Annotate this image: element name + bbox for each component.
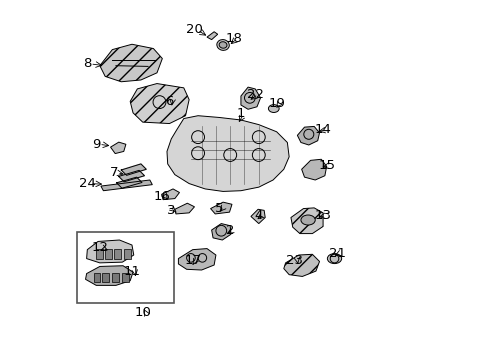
Polygon shape	[250, 209, 264, 224]
Text: 20: 20	[185, 23, 203, 36]
Text: 12: 12	[91, 241, 108, 255]
Polygon shape	[297, 126, 319, 145]
Text: 4: 4	[254, 209, 263, 222]
Bar	[96, 249, 103, 258]
Polygon shape	[206, 32, 217, 40]
Text: 11: 11	[123, 265, 140, 278]
Bar	[114, 249, 121, 258]
Bar	[102, 273, 108, 282]
Bar	[77, 232, 173, 303]
Text: 8: 8	[83, 57, 91, 71]
Text: 18: 18	[225, 32, 242, 45]
Text: 10: 10	[134, 306, 151, 319]
Ellipse shape	[268, 105, 279, 112]
Polygon shape	[121, 164, 146, 175]
Bar	[112, 273, 119, 282]
Text: 16: 16	[154, 190, 170, 203]
Text: 13: 13	[314, 209, 331, 222]
Ellipse shape	[216, 40, 229, 50]
Polygon shape	[241, 87, 260, 109]
Polygon shape	[162, 189, 179, 200]
Polygon shape	[290, 208, 323, 234]
Polygon shape	[166, 116, 288, 192]
Text: 14: 14	[314, 123, 331, 136]
Polygon shape	[110, 142, 125, 154]
Polygon shape	[283, 254, 319, 276]
Text: 1: 1	[236, 107, 244, 120]
Text: 17: 17	[184, 254, 201, 267]
Text: 9: 9	[92, 138, 100, 151]
Polygon shape	[211, 224, 230, 240]
Bar	[123, 249, 131, 258]
Bar	[122, 273, 128, 282]
Text: 7: 7	[110, 166, 118, 179]
Polygon shape	[116, 177, 142, 188]
Text: 19: 19	[267, 97, 285, 110]
Text: 24: 24	[79, 177, 96, 190]
Text: 23: 23	[285, 254, 303, 267]
Polygon shape	[100, 44, 162, 82]
Text: 6: 6	[165, 95, 173, 108]
Text: 21: 21	[328, 247, 345, 260]
Text: 5: 5	[215, 202, 224, 215]
Ellipse shape	[219, 42, 226, 48]
Polygon shape	[119, 170, 144, 182]
Polygon shape	[210, 202, 231, 214]
Polygon shape	[178, 249, 216, 270]
Text: 3: 3	[167, 204, 175, 217]
Polygon shape	[301, 159, 326, 180]
Bar	[105, 249, 112, 258]
Polygon shape	[85, 266, 133, 285]
Bar	[94, 273, 100, 282]
Ellipse shape	[300, 215, 315, 225]
Ellipse shape	[326, 253, 341, 264]
Text: 15: 15	[318, 159, 334, 172]
Polygon shape	[175, 203, 194, 214]
Text: 2: 2	[225, 224, 234, 237]
Text: 22: 22	[246, 88, 263, 101]
Polygon shape	[130, 84, 189, 123]
Polygon shape	[101, 180, 152, 191]
Polygon shape	[86, 240, 134, 263]
